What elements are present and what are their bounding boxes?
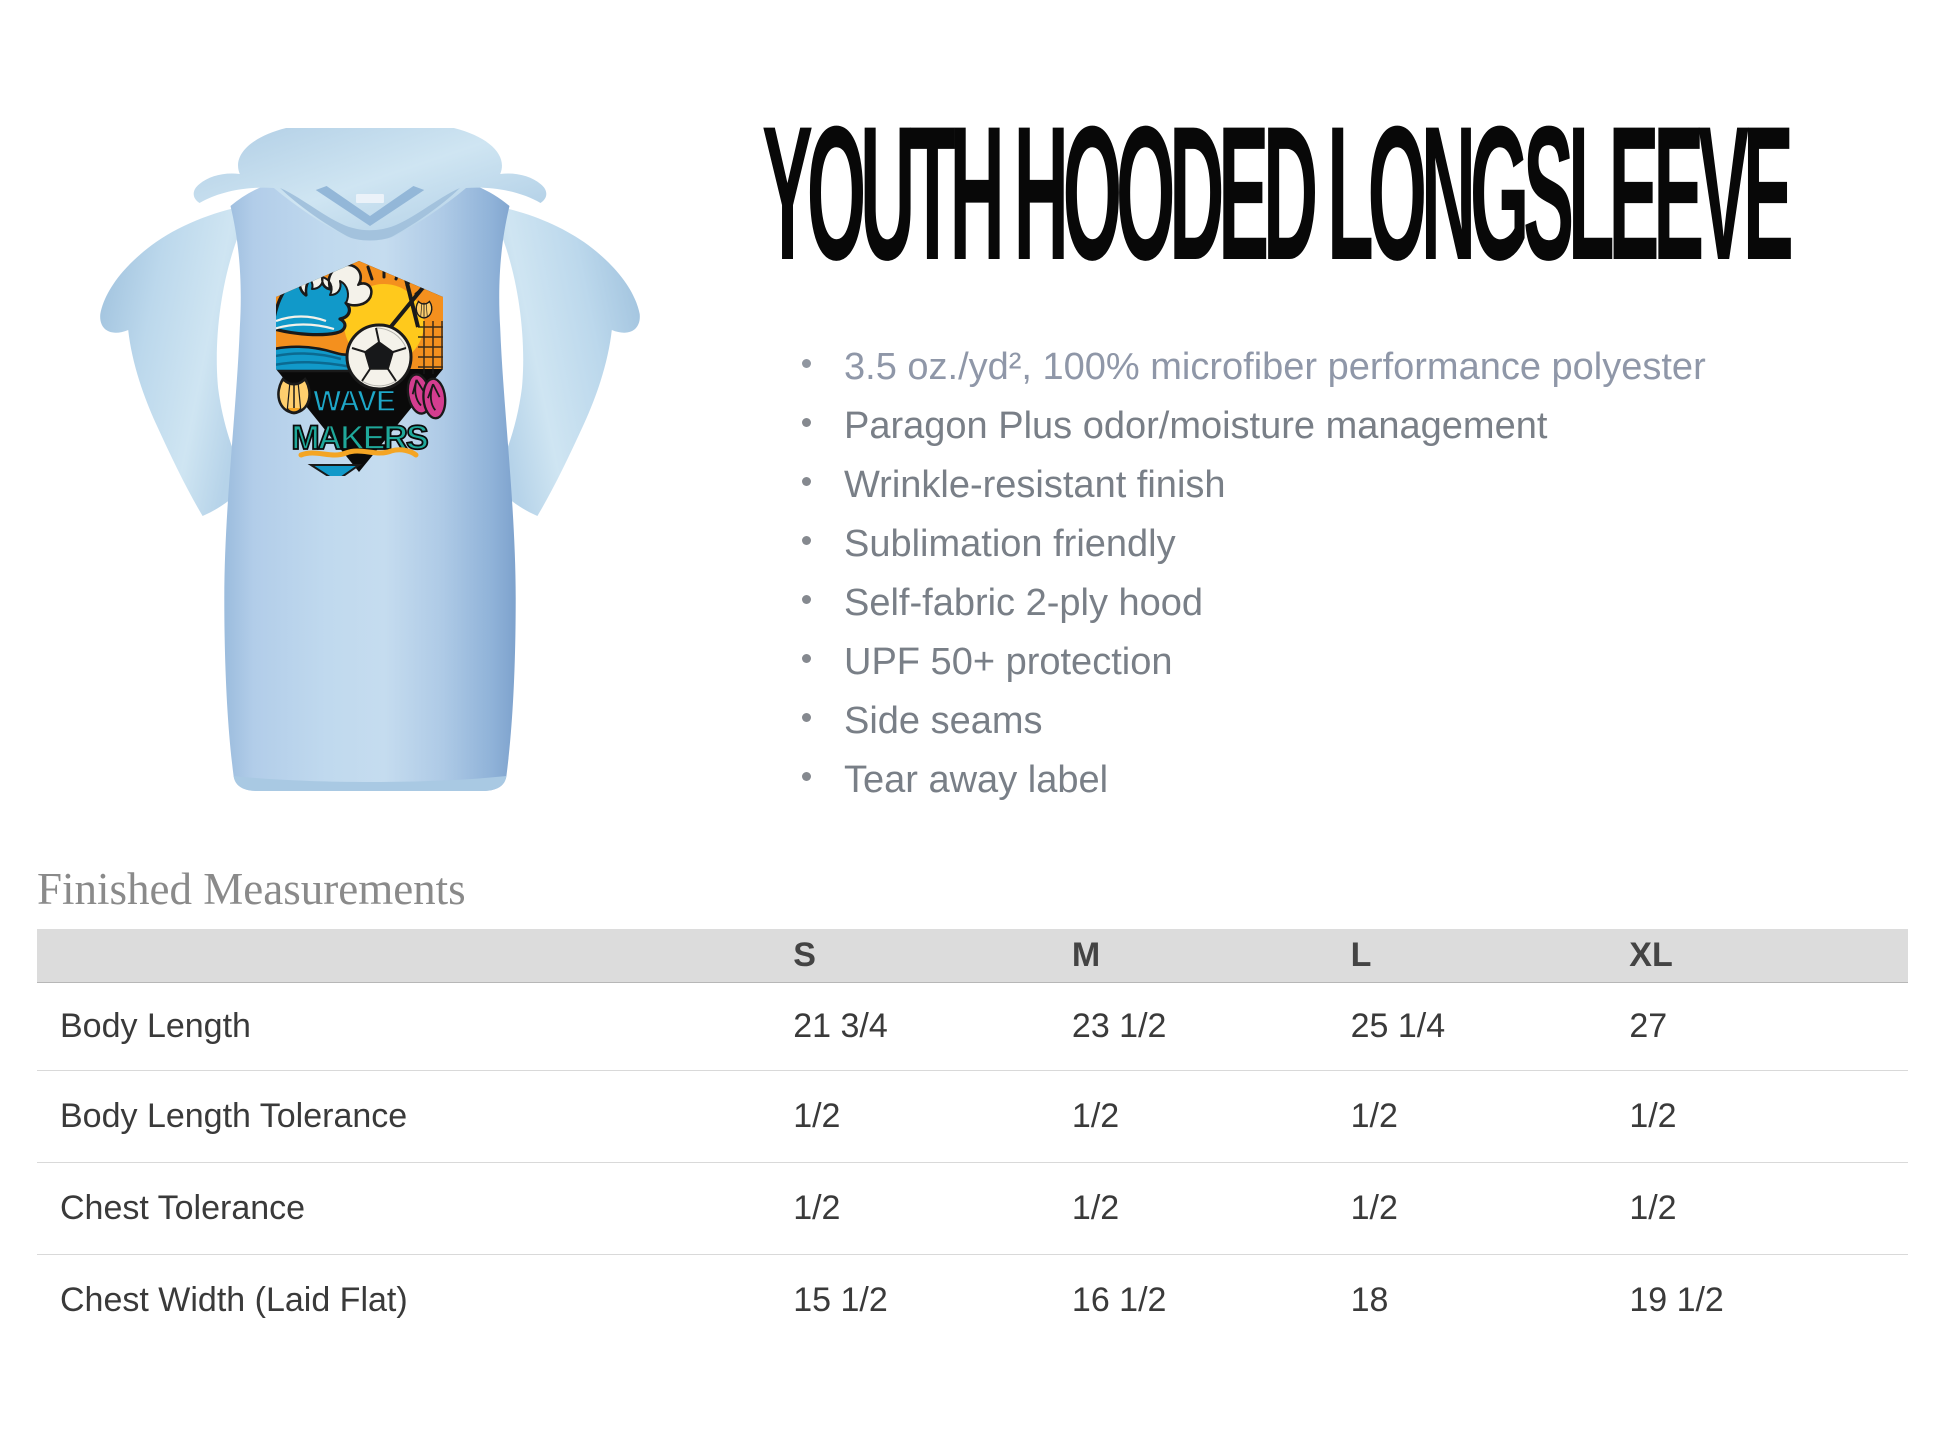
svg-text:WAVE: WAVE <box>313 385 395 418</box>
